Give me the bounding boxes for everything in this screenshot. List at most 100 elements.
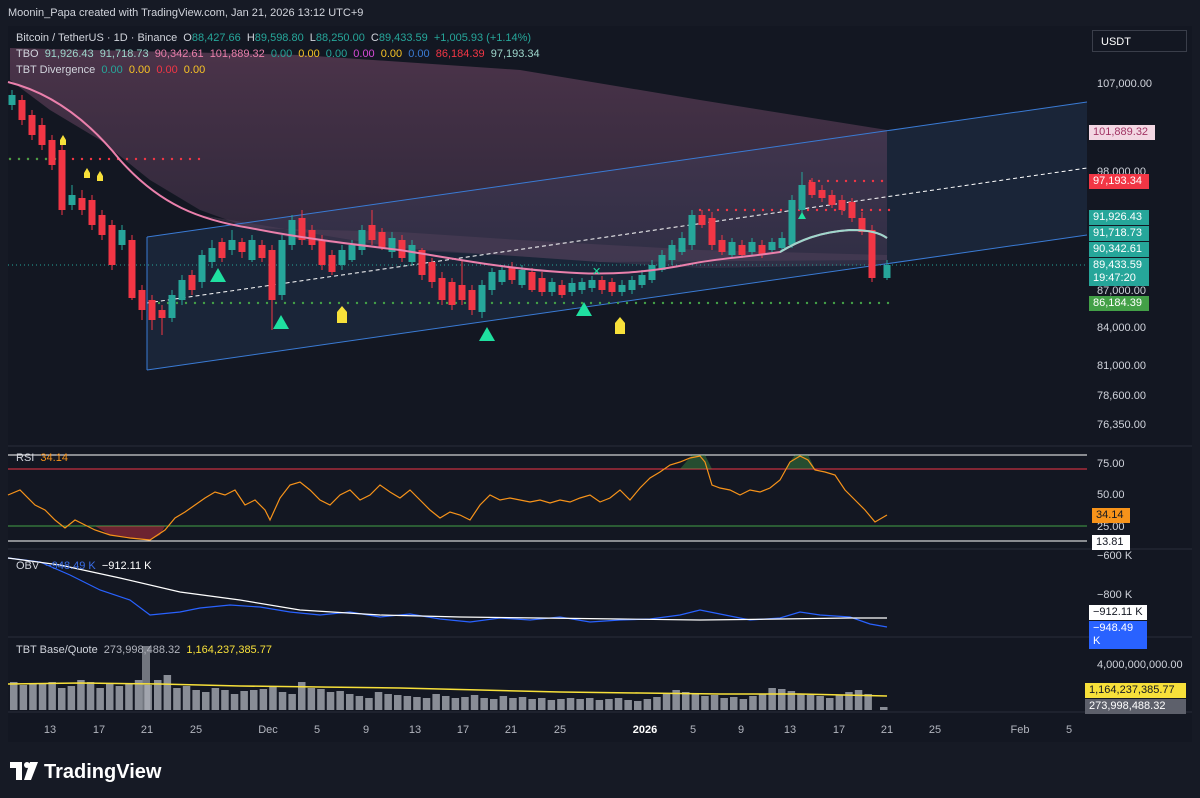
volume-bar [163,675,172,710]
candle-body [848,202,856,218]
volume-bar [787,691,796,710]
div-val-3: 0.00 [183,64,206,76]
volume-bar [710,695,719,710]
candle-body [498,270,506,282]
support-dot [625,301,629,305]
candle-body [708,218,716,245]
volume-bar [864,694,872,710]
resistance-dot [824,208,828,212]
tbo-label[interactable]: TBO [16,48,39,60]
volume-bar [768,688,776,710]
support-dot [607,301,611,305]
volume-bar [691,694,700,710]
channel-upper-line [146,101,1088,238]
price-axis-label: 78,600.00 [1097,390,1146,402]
obv-legend[interactable]: OBV −948.49 K −912.11 K [16,559,154,574]
support-dot [562,301,566,305]
basequote-tag-1: 1,164,237,385.77 [1085,683,1186,698]
support-dot [733,301,737,305]
volume-bar [662,693,671,710]
volume-bar [854,690,863,710]
support-dot [247,301,251,305]
tbo-val-9: 0.00 [408,48,430,60]
rsi-label[interactable]: RSI [16,452,35,464]
support-dot [337,301,341,305]
support-dot [841,301,845,305]
support-dot [238,301,242,305]
candle-body [678,238,686,252]
volume-bar [221,690,229,710]
volume-bar [880,707,888,710]
support-dot [310,301,314,305]
rsi-axis-label: 75.00 [1097,458,1125,470]
change-value: +1,005.93 (+1.14%) [433,32,532,44]
volume-bar [403,696,412,710]
symbol-name[interactable]: Bitcoin / TetherUS · 1D · Binance [16,32,178,44]
support-dot [184,301,188,305]
tbo-val-6: 0.00 [325,48,348,60]
volume-bar [701,696,709,710]
support-dot [373,301,377,305]
basequote-legend[interactable]: TBT Base/Quote 273,998,488.32 1,164,237,… [16,643,275,658]
tradingview-logo-icon[interactable] [10,762,40,780]
div-val-1: 0.00 [128,64,151,76]
basequote-axis-label: 4,000,000,000.00 [1097,659,1183,671]
tradingview-logo-text[interactable]: TradingView [44,761,162,783]
volume-bar [634,701,642,710]
currency-selector[interactable]: USDT [1092,30,1187,52]
price-axis-label: 87,000.00 [1097,285,1146,297]
volume-bar [461,697,469,710]
volume-bar [682,692,690,710]
candle-body [318,240,326,265]
symbol-legend[interactable]: Bitcoin / TetherUS · 1D · Binance O88,42… [16,31,534,46]
candle-body [558,285,566,295]
tbo-legend[interactable]: TBO 91,926.43 91,718.73 90,342.61 101,88… [16,47,543,62]
candle-body [883,265,891,278]
divergence-label[interactable]: TBT Divergence [16,64,96,76]
date-label: 2026 [632,724,658,736]
candle-body [248,240,256,260]
rsi-pane [7,454,1087,542]
support-dot [157,301,161,305]
support-dot [499,301,503,305]
divergence-legend[interactable]: TBT Divergence 0.00 0.00 0.00 0.00 [16,63,208,78]
candle-body [188,275,196,290]
support-dot [526,301,530,305]
price-tag-mid-line: 91,718.73 [1089,226,1149,241]
obv-axis-label: −600 K [1097,550,1133,562]
support-dot [850,301,854,305]
resistance-dot [152,157,156,161]
resistance-dot [815,208,819,212]
support-dot [490,301,494,305]
candle-body [778,238,786,248]
volume-bar [480,698,488,710]
basequote-label[interactable]: TBT Base/Quote [16,644,98,656]
support-dot [616,301,620,305]
candle-body [738,245,746,255]
date-label: 13 [783,724,797,736]
support-dot [805,301,809,305]
volume-bar [442,696,450,710]
obv-label[interactable]: OBV [16,560,40,572]
obv-ma-line [7,557,887,621]
resistance-dot [98,157,102,161]
volume-bar [845,692,853,710]
candle-body [698,215,706,225]
div-val-0: 0.00 [101,64,123,76]
support-dot [652,301,656,305]
support-dot [8,157,12,161]
candle-body [388,238,396,252]
volume-bar [778,689,786,710]
signal-flag [97,171,103,181]
buy-signal-marker [210,268,226,282]
candle-body [278,240,286,295]
rsi-axis-label: 50.00 [1097,489,1125,501]
support-dot [175,301,179,305]
rsi-legend[interactable]: RSI 34.14 [16,451,71,466]
support-dot [787,301,791,305]
resistance-dot [826,179,830,183]
support-dot [571,301,575,305]
support-dot [859,301,863,305]
volume-bar [835,695,844,710]
